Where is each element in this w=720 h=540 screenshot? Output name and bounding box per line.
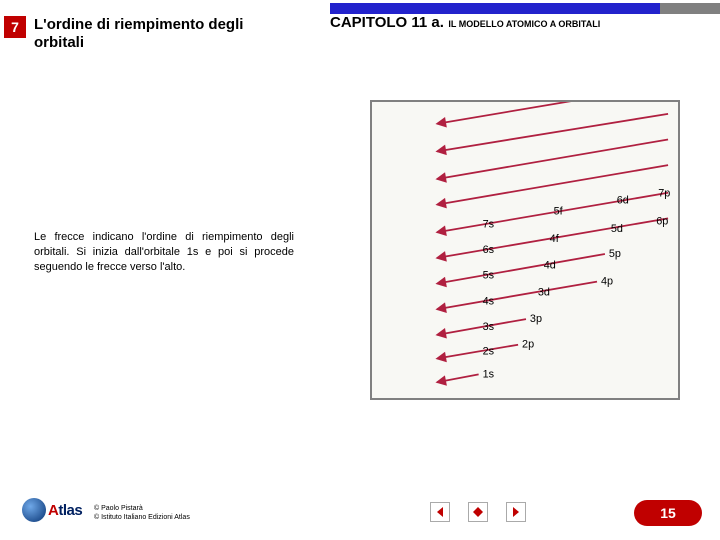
header-bar: [0, 3, 720, 14]
orbital-label: 5f: [554, 205, 564, 217]
body-text: Le frecce indicano l'ordine di riempimen…: [34, 230, 294, 275]
orbital-label: 2s: [483, 346, 495, 358]
chapter-label: CAPITOLO 11 a.: [330, 14, 444, 31]
section-number: 7: [11, 19, 19, 35]
diagram-arrow: [437, 102, 601, 124]
prev-button[interactable]: [430, 502, 450, 522]
section-title: L'ordine di riempimento degli orbitali: [34, 16, 294, 52]
arrow-left-icon: [434, 506, 446, 518]
logo-rest: tlas: [58, 502, 82, 519]
orbital-label: 4d: [544, 260, 556, 272]
logo-a: A: [48, 502, 58, 519]
orbital-label: 6p: [656, 215, 668, 227]
nav-controls: [430, 502, 526, 522]
orbital-diagram-svg: 1s 2s 2p 3s 3p 4s 3d 4p 5s 4d 5p 6s 4f 5d 6p 7s 5f 6d 7p: [372, 102, 678, 398]
diagram-arrow: [437, 254, 605, 284]
orbital-label: 5d: [611, 223, 623, 235]
diagram-arrow: [437, 374, 478, 382]
section-number-box: 7: [4, 16, 26, 38]
orbital-label: 4p: [601, 276, 613, 288]
next-button[interactable]: [506, 502, 526, 522]
orbital-label: 4s: [483, 295, 495, 307]
orbital-label: 7s: [483, 218, 495, 230]
chapter-subtitle: IL MODELLO ATOMICO A ORBITALI: [448, 19, 600, 29]
copyright: © Paolo Pistarà © Istituto Italiano Ediz…: [94, 504, 190, 522]
diagram-arrow: [437, 345, 518, 359]
orbital-label: 6d: [617, 195, 629, 207]
arrow-right-icon: [510, 506, 522, 518]
page-number: 15: [660, 505, 676, 521]
page-number-pill: 15: [634, 500, 702, 526]
diagram-arrow: [437, 282, 597, 310]
diamond-icon: [472, 506, 484, 518]
orbital-label: 4f: [550, 233, 560, 245]
header-bar-gray: [660, 3, 720, 14]
orbital-label: 3p: [530, 313, 542, 325]
orbital-label: 6s: [483, 244, 495, 256]
orbital-diagram: 1s 2s 2p 3s 3p 4s 3d 4p 5s 4d 5p 6s 4f 5d 6p 7s 5f 6d 7p: [370, 100, 680, 400]
logo-text: Atlas: [48, 502, 82, 519]
home-button[interactable]: [468, 502, 488, 522]
orbital-label: 3s: [483, 321, 495, 333]
globe-icon: [22, 498, 46, 522]
slide: CAPITOLO 11 a. IL MODELLO ATOMICO A ORBI…: [0, 0, 720, 540]
orbital-label: 5s: [483, 270, 495, 282]
copyright-line2: © Istituto Italiano Edizioni Atlas: [94, 513, 190, 522]
orbital-label: 2p: [522, 339, 534, 351]
orbital-label: 5p: [609, 248, 621, 260]
chapter-heading: CAPITOLO 11 a. IL MODELLO ATOMICO A ORBI…: [330, 14, 710, 36]
orbital-label: 3d: [538, 286, 550, 298]
publisher-logo: Atlas: [22, 498, 82, 522]
orbital-label: 7p: [658, 188, 670, 200]
copyright-line1: © Paolo Pistarà: [94, 504, 190, 513]
orbital-label: 1s: [483, 368, 495, 380]
